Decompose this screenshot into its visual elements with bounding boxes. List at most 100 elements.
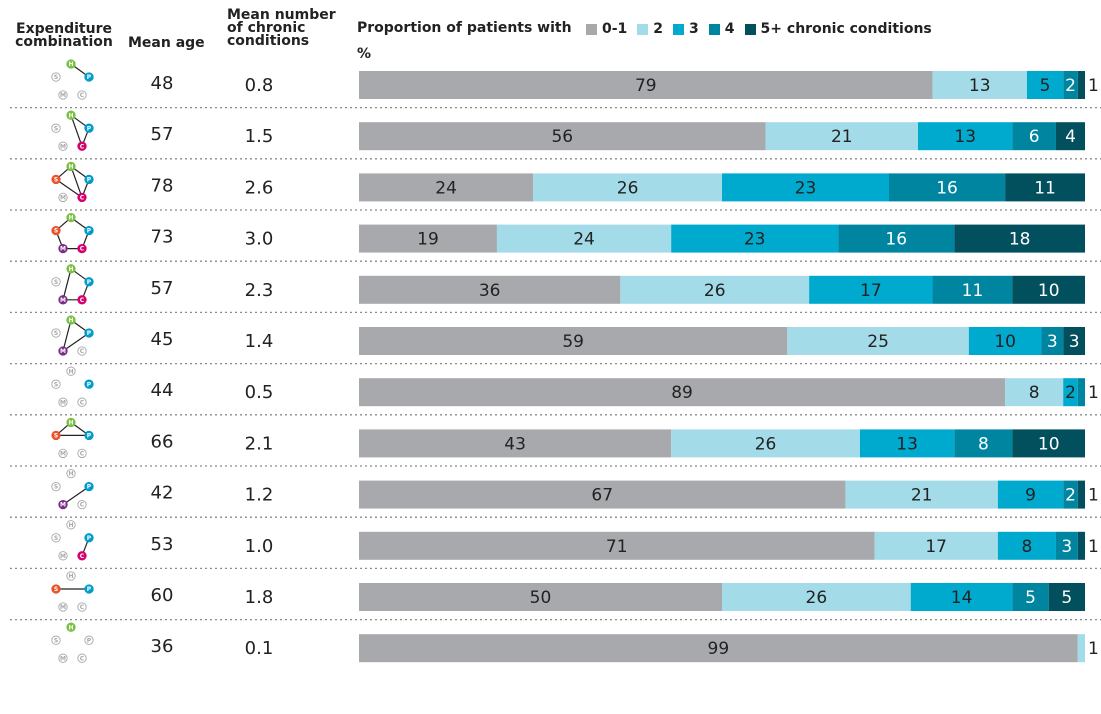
chart-row: H P C M S 44 0.5 89 8 2 1 [10,362,1101,407]
bar-segment [954,429,1013,458]
bar-value-label: 10 [1038,281,1060,301]
icon-node [77,551,87,561]
bar-segment [1012,275,1085,304]
icon-node [51,328,61,338]
icon-node [84,174,94,185]
icon-node [58,192,68,203]
bar-segment [359,429,672,458]
bar-segment [997,480,1064,509]
icon-node [51,379,61,389]
bar-segment [888,173,1006,202]
bar-value-label: 1 [1088,537,1099,557]
mean-conditions-value: 0.8 [245,75,274,96]
bar-value-label: 11 [1034,178,1056,198]
icon-node-letter: C [80,502,85,509]
expenditure-combination-icon: H P C M S [51,110,94,151]
bar-value-label: 89 [671,383,693,403]
bar-segment [809,275,933,304]
bar-segment [845,480,998,509]
bar-segment [968,327,1042,355]
bar-value-label: 10 [1038,434,1060,454]
bar-value-label: 13 [954,127,976,147]
mean-age-value: 42 [151,483,174,504]
mean-conditions-value: 1.0 [245,536,274,557]
icon-node-letter: M [60,553,66,560]
bar-segment [1063,378,1078,407]
bar-segment [910,583,1013,611]
icon-node-letter: P [87,381,92,388]
icon-edge [70,166,83,198]
icon-node-letter: M [60,604,66,611]
chart-row: H P C M S 53 1.0 71 17 8 3 1 [10,516,1101,561]
mean-conditions-value: 2.3 [245,280,274,301]
legend-swatch [708,23,720,35]
bar-value-label: 3 [1047,332,1058,352]
icon-node-letter: H [68,61,73,68]
icon-node [77,90,87,100]
bar-segment [359,71,933,99]
legend-item: 3 [673,22,699,36]
bar-value-label: 25 [867,332,889,352]
icon-node [66,468,76,479]
mean-age-value: 44 [151,380,174,401]
expenditure-combination-icon: H P C M S [51,161,94,203]
bar-segment [359,378,1006,407]
bar-segment [838,224,955,253]
bar-segment [1012,122,1056,151]
icon-node-letter: S [54,125,58,132]
legend-swatch [586,23,597,35]
bar-segment [359,327,788,355]
bar-segment [1005,378,1064,407]
bar-value-label: 13 [969,76,991,96]
icon-node [58,653,68,663]
icon-node-letter: P [87,535,92,542]
bar-segment [765,122,919,151]
icon-node [58,141,68,151]
icon-node [84,379,94,389]
icon-node-letter: H [68,368,73,375]
bar-segment [1055,531,1078,560]
icon-node [58,397,68,407]
chart-row: H P C M S 78 2.6 24 26 23 16 11 [10,158,1101,203]
bar-segment [671,429,860,458]
icon-node-letter: C [80,451,85,458]
mean-conditions-value: 0.1 [245,638,274,659]
icon-node [58,90,68,100]
bar-value-label: 6 [1029,127,1040,147]
mean-age-value: 78 [151,175,174,196]
bar-segment [1063,71,1078,99]
bar-value-label: 23 [795,178,817,198]
bar-value-label: 11 [962,281,984,301]
icon-node-letter: C [80,348,85,355]
bar-value-label: 1 [1088,383,1099,403]
expenditure-combination-icon: H P C M S [51,59,94,100]
icon-node [58,551,68,561]
icon-node [84,635,94,645]
bar-value-label: 1 [1088,639,1099,659]
icon-node [66,161,76,172]
bar-value-label: 24 [573,230,595,250]
icon-node [51,277,61,287]
icon-node [58,499,68,510]
icon-edge [62,268,72,300]
chart-row: H P C M S 57 1.5 56 21 13 6 4 [10,106,1101,151]
icon-node [77,448,87,459]
mean-conditions-value: 1.5 [245,126,274,147]
bar-value-label: 50 [530,588,552,608]
bar-segment [1077,378,1085,407]
mean-age-value: 57 [151,124,174,145]
icon-node-letter: P [87,177,92,184]
icon-node-letter: S [54,535,58,542]
mean-conditions-value: 1.2 [245,485,274,506]
bar-value-label: 36 [479,281,501,301]
bar-value-label: 26 [704,281,726,301]
legend-swatch [673,23,685,35]
expenditure-combination-icon: H P C M S [51,417,94,459]
legend-label: 3 [689,21,699,37]
mean-conditions-value: 2.6 [245,177,274,198]
icon-node-letter: M [60,399,66,406]
icon-node-letter: M [60,246,66,253]
mean-conditions-value: 1.4 [245,331,274,352]
icon-node [77,602,87,612]
